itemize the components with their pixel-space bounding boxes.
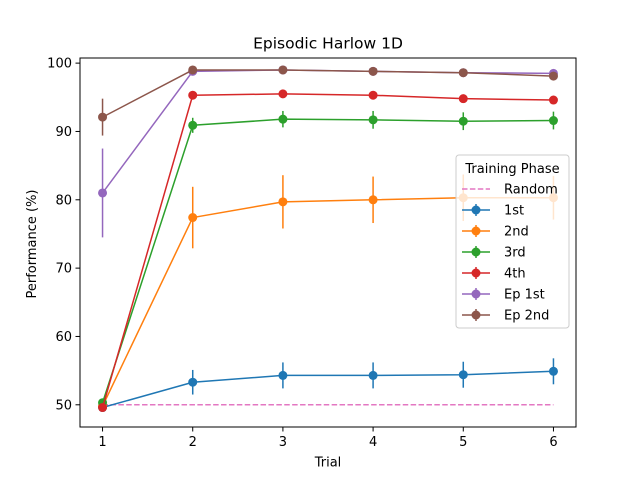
data-point-ep-1st-1 xyxy=(98,188,108,198)
data-point-3rd-5 xyxy=(458,116,468,126)
data-point-1st-3 xyxy=(278,370,288,380)
data-point-ep-2nd-2 xyxy=(188,65,198,75)
series-line-ep-2nd xyxy=(102,69,554,118)
legend-handle-marker-3rd xyxy=(471,247,481,257)
y-tick-label: 80 xyxy=(55,193,72,208)
legend-handle-marker-2nd xyxy=(471,226,481,236)
legend-label-ep-2nd: Ep 2nd xyxy=(504,309,549,324)
x-axis-label: Trial xyxy=(314,456,342,471)
data-point-3rd-2 xyxy=(188,120,198,130)
data-point-2nd-3 xyxy=(278,197,288,207)
data-point-4th-2 xyxy=(188,90,198,100)
data-point-3rd-3 xyxy=(278,114,288,124)
x-tick-label: 1 xyxy=(98,435,106,450)
series-ep-2nd xyxy=(98,65,558,136)
x-tick-label: 2 xyxy=(189,435,197,450)
y-tick-label: 50 xyxy=(55,398,72,413)
y-tick-label: 90 xyxy=(55,125,72,140)
y-tick-label: 70 xyxy=(55,262,72,277)
data-point-1st-5 xyxy=(458,370,468,380)
data-point-1st-4 xyxy=(368,370,378,380)
legend-handle-marker-ep-2nd xyxy=(471,310,481,320)
data-point-1st-6 xyxy=(548,366,558,376)
data-point-3rd-4 xyxy=(368,115,378,125)
y-tick-label: 100 xyxy=(47,57,72,72)
legend-label-3rd: 3rd xyxy=(504,246,526,261)
plot-frame xyxy=(79,57,577,428)
chart-title: Episodic Harlow 1D xyxy=(253,35,403,53)
legend-label-2nd: 2nd xyxy=(504,225,529,240)
x-tick-label: 5 xyxy=(459,435,467,450)
legend-label-ep-1st: Ep 1st xyxy=(504,288,545,303)
data-point-4th-4 xyxy=(368,90,378,100)
axes-layer: 1 2 3 4 5 6 50 60 70 80 90 100 xyxy=(47,57,577,450)
data-point-ep-2nd-6 xyxy=(548,71,558,81)
legend-label-1st: 1st xyxy=(504,204,524,219)
x-tick-label: 3 xyxy=(279,435,287,450)
data-point-4th-5 xyxy=(458,94,468,104)
legend-title: Training Phase xyxy=(464,162,559,177)
data-point-4th-1 xyxy=(98,403,108,413)
data-point-2nd-4 xyxy=(368,195,378,205)
data-point-ep-2nd-5 xyxy=(458,68,468,78)
legend-handle-marker-1st xyxy=(471,205,481,215)
legend-handle-marker-ep-1st xyxy=(471,289,481,299)
plot-layer xyxy=(98,65,558,413)
legend-box xyxy=(455,154,570,329)
legend-label-4th: 4th xyxy=(504,267,526,282)
legend-handle-marker-4th xyxy=(471,268,481,278)
legend-label-random: Random xyxy=(504,183,558,198)
x-tick-label: 6 xyxy=(549,435,557,450)
series-line-1st xyxy=(102,370,554,409)
series-line-3rd xyxy=(101,118,554,403)
series-4th xyxy=(98,89,558,413)
y-tick-label: 60 xyxy=(55,330,72,345)
data-point-4th-6 xyxy=(548,95,558,105)
data-point-ep-2nd-4 xyxy=(368,66,378,76)
data-point-1st-2 xyxy=(188,377,198,387)
y-axis-label: Performance (%) xyxy=(25,189,40,298)
data-point-ep-2nd-1 xyxy=(98,112,108,122)
data-point-3rd-6 xyxy=(548,116,558,126)
series-line-4th xyxy=(101,93,554,408)
x-tick-label: 4 xyxy=(369,435,377,450)
legend: Training Phase Random 1st 2nd 3rd 4th Ep 1st Ep… xyxy=(455,154,570,329)
data-point-2nd-2 xyxy=(188,213,198,223)
data-point-4th-3 xyxy=(278,89,288,99)
data-point-ep-2nd-3 xyxy=(278,65,288,75)
